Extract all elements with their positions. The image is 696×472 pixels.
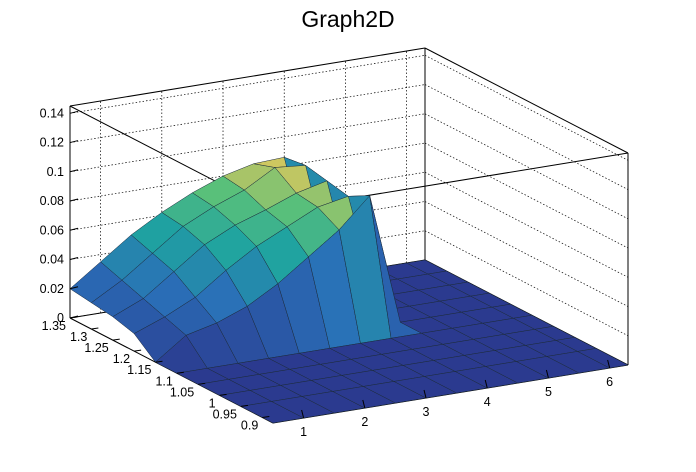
z-tick-label: 0.12: [40, 136, 64, 150]
x-tick-mark: [301, 409, 305, 419]
z-tick-mark: [69, 198, 79, 202]
z-tick-mark: [69, 110, 79, 114]
z-tick-mark: [69, 227, 79, 231]
z-tick-mark: [69, 140, 79, 144]
y-tick-label: 1.2: [113, 352, 130, 366]
y-tick-mark: [198, 382, 206, 385]
x-tick-label: 6: [606, 375, 613, 389]
z-tick-label: 0.02: [40, 282, 64, 296]
chart-title: Graph2D: [301, 6, 395, 32]
x-tick-label: 2: [361, 415, 368, 429]
surface-mesh: [69, 156, 629, 424]
y-tick-mark: [69, 316, 78, 319]
surface-cell: [576, 348, 629, 369]
z-tick-label: 0.08: [40, 194, 64, 208]
grid-line-z: [424, 113, 629, 220]
grid-line-z: [424, 142, 629, 249]
x-tick-mark: [423, 389, 427, 399]
grid-line-z: [424, 84, 629, 190]
grid-line-z: [424, 201, 629, 307]
y-tick-label: 1.3: [70, 330, 87, 344]
z-tick-label: 0.14: [40, 106, 64, 120]
grid-line-z: [424, 230, 629, 337]
y-tick-mark: [176, 371, 184, 374]
y-tick-label: 0.9: [241, 418, 258, 432]
y-tick-label: 1.15: [127, 363, 151, 377]
frame-edge: [69, 47, 426, 107]
y-tick-mark: [262, 415, 270, 418]
z-tick-label: 0.04: [40, 253, 64, 267]
y-tick-label: 1: [209, 396, 216, 410]
z-tick-label: 0.1: [47, 165, 64, 179]
y-tick-label: 1.25: [84, 341, 108, 355]
x-tick-mark: [545, 369, 549, 379]
z-tick-label: 0.06: [40, 223, 64, 237]
z-tick-mark: [69, 286, 79, 290]
x-tick-label: 1: [300, 425, 307, 439]
y-tick-label: 0.95: [213, 407, 237, 421]
frame-edge: [424, 47, 629, 154]
x-tick-mark: [484, 379, 488, 389]
x-tick-mark: [607, 359, 611, 369]
z-tick-mark: [69, 257, 79, 261]
y-tick-mark: [240, 404, 249, 407]
z-tick-label: 0: [57, 311, 64, 325]
grid-line-z: [69, 54, 426, 114]
x-tick-mark: [362, 399, 366, 409]
y-tick-mark: [91, 327, 99, 330]
x-tick-label: 4: [484, 395, 491, 409]
y-tick-label: 1.35: [42, 319, 66, 333]
x-tick-label: 3: [423, 405, 430, 419]
y-tick-mark: [112, 338, 120, 341]
z-tick-mark: [69, 169, 79, 173]
grid-line-z: [424, 171, 629, 278]
y-tick-mark: [134, 349, 142, 352]
y-tick-label: 1.05: [170, 385, 194, 399]
grid-line-z: [424, 54, 629, 161]
tick-labels: 0 0.02 0.04 0.06 0.08 0.1 0.12 0.14 1 2 3 4 5 6 1.35 1.…: [40, 106, 614, 439]
grid-line-z: [69, 84, 426, 143]
y-tick-mark: [155, 360, 163, 363]
y-tick-label: 1.1: [155, 374, 172, 388]
x-tick-label: 5: [545, 385, 552, 399]
y-tick-mark: [219, 393, 227, 396]
grid-line-z: [69, 113, 426, 173]
